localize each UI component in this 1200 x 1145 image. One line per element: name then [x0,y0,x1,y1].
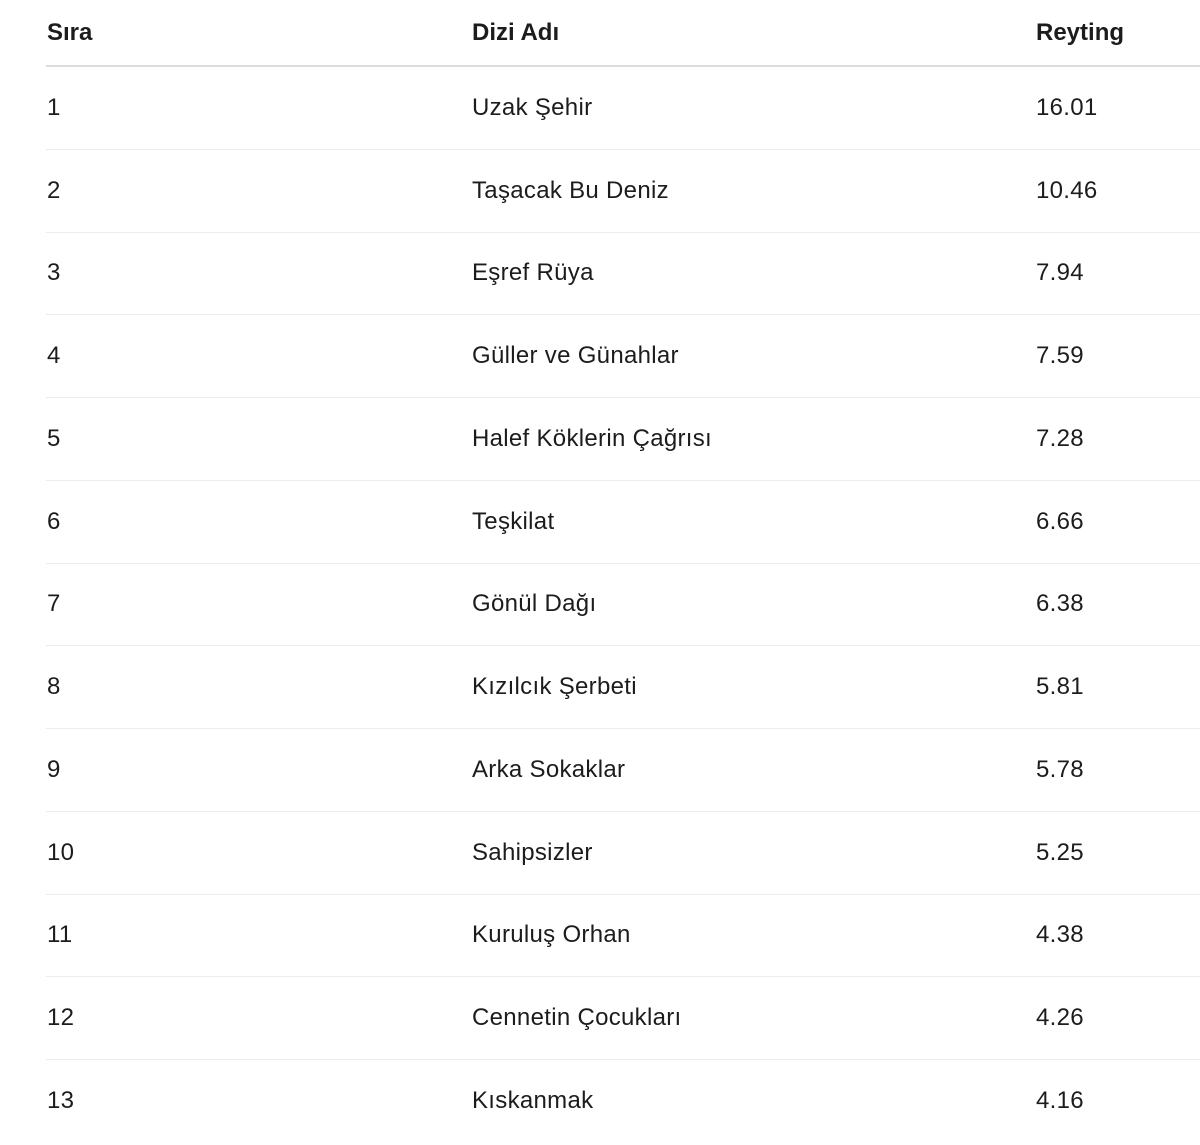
rating-cell: 16.01 [1035,66,1200,150]
table-row: 7 Gönül Dağı 6.38 [46,563,1200,647]
rating-cell: 10.46 [1035,149,1200,233]
rank-cell: 7 [46,563,471,647]
series-name-cell: Gönül Dağı [471,563,1035,647]
rank-cell: 4 [46,314,471,398]
rank-cell: 11 [46,894,471,978]
table-row: 3 Eşref Rüya 7.94 [46,232,1200,316]
header-series-name: Dizi Adı [471,0,1035,67]
ratings-table: Sıra Dizi Adı Reyting 1 Uzak Şehir 16.01 2 T… [46,0,1200,1142]
rank-cell: 3 [46,232,471,316]
rank-cell: 9 [46,728,471,812]
rank-cell: 12 [46,976,471,1060]
rating-cell: 5.78 [1035,728,1200,812]
rating-cell: 4.38 [1035,894,1200,978]
series-name-cell: Teşkilat [471,480,1035,564]
table-row: 1 Uzak Şehir 16.01 [46,66,1200,150]
series-name-cell: Kızılcık Şerbeti [471,645,1035,729]
rank-cell: 1 [46,66,471,150]
table-row: 11 Kuruluş Orhan 4.38 [46,894,1200,978]
table-row: 2 Taşacak Bu Deniz 10.46 [46,149,1200,233]
rank-cell: 5 [46,397,471,481]
series-name-cell: Kıskanmak [472,1086,594,1114]
rating-cell: 7.59 [1035,314,1200,398]
table-row: 4 Güller ve Günahlar 7.59 [46,314,1200,398]
table-row: 10 Sahipsizler 5.25 [46,811,1200,895]
table-row: 8 Kızılcık Şerbeti 5.81 [46,645,1200,729]
rating-cell: 5.25 [1035,811,1200,895]
rating-cell: 7.94 [1035,232,1200,316]
table-row: 5 Halef Köklerin Çağrısı 7.28 [46,397,1200,481]
series-name-cell: Eşref Rüya [471,232,1035,316]
rating-cell: 7.28 [1035,397,1200,481]
table-row: 6 Teşkilat 6.66 [46,480,1200,564]
rating-cell: 4.26 [1035,976,1200,1060]
rating-cell: 4.16 [1036,1086,1084,1114]
rank-cell: 10 [46,811,471,895]
table-row: 9 Arka Sokaklar 5.78 [46,728,1200,812]
series-name-cell: Uzak Şehir [471,66,1035,150]
series-name-cell: Arka Sokaklar [471,728,1035,812]
rank-cell: 13 [47,1086,75,1114]
rank-cell: 8 [46,645,471,729]
header-rank: Sıra [46,0,471,67]
rating-cell: 5.81 [1035,645,1200,729]
table-row: 13 Kıskanmak 4.16 [46,1060,1200,1142]
table-row: 12 Cennetin Çocukları 4.26 [46,976,1200,1060]
rank-cell: 6 [46,480,471,564]
rating-cell: 6.66 [1035,480,1200,564]
series-name-cell: Güller ve Günahlar [471,314,1035,398]
series-name-cell: Cennetin Çocukları [471,976,1035,1060]
series-name-cell: Taşacak Bu Deniz [471,149,1035,233]
series-name-cell: Halef Köklerin Çağrısı [471,397,1035,481]
rank-cell: 2 [46,149,471,233]
series-name-cell: Sahipsizler [471,811,1035,895]
rating-cell: 6.38 [1035,563,1200,647]
series-name-cell: Kuruluş Orhan [471,894,1035,978]
table-header-row: Sıra Dizi Adı Reyting [46,0,1200,67]
header-rating: Reyting [1035,0,1200,67]
